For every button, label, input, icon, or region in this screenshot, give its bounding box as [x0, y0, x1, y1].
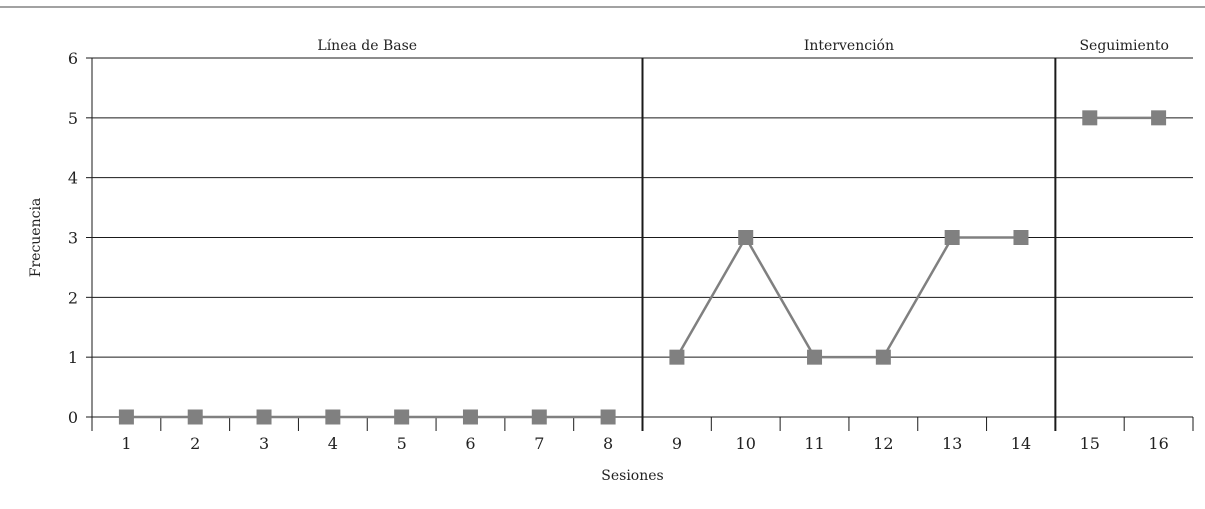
x-tick-label-13: 13 — [942, 434, 962, 453]
data-point-1 — [118, 409, 134, 425]
phase-dividers — [641, 58, 1057, 431]
x-tick-label-1: 1 — [121, 434, 131, 453]
y-tick-label-4: 4 — [68, 169, 78, 188]
y-tick-label-5: 5 — [68, 109, 78, 128]
data-point-11 — [807, 349, 823, 365]
x-tick-label-7: 7 — [534, 434, 544, 453]
data-point-12 — [875, 349, 891, 365]
phase-label-0: Línea de Base — [317, 38, 417, 54]
data-point-7 — [531, 409, 547, 425]
data-point-5 — [394, 409, 410, 425]
data-point-6 — [462, 409, 478, 425]
x-tick-label-15: 15 — [1080, 434, 1100, 453]
y-tick-label-2: 2 — [68, 288, 78, 307]
x-tick-label-16: 16 — [1148, 434, 1168, 453]
y-tick-label-0: 0 — [68, 408, 78, 427]
data-series — [118, 110, 1167, 425]
data-point-16 — [1151, 110, 1167, 126]
series-line-phase-1 — [675, 234, 1021, 359]
x-tick-label-5: 5 — [397, 434, 407, 453]
y-tick-label-6: 6 — [68, 49, 78, 68]
x-tick-label-12: 12 — [873, 434, 893, 453]
x-tick-label-10: 10 — [736, 434, 756, 453]
data-point-13 — [944, 230, 960, 245]
data-point-9 — [669, 349, 685, 365]
x-tick-label-8: 8 — [603, 434, 613, 453]
axes — [86, 57, 1194, 431]
phase-label-1: Intervención — [804, 38, 894, 54]
x-tick-label-3: 3 — [259, 434, 269, 453]
x-axis-title: Sesiones — [601, 468, 663, 484]
y-tick-label-3: 3 — [68, 229, 78, 248]
x-tick-label-4: 4 — [328, 434, 338, 453]
y-tick-label-1: 1 — [68, 348, 78, 367]
data-point-10 — [738, 230, 754, 245]
data-point-4 — [325, 409, 341, 425]
x-tick-label-2: 2 — [190, 434, 200, 453]
x-tick-label-6: 6 — [465, 434, 475, 453]
x-tick-label-9: 9 — [672, 434, 682, 453]
data-point-2 — [187, 409, 203, 425]
x-tick-label-11: 11 — [804, 434, 824, 453]
data-point-3 — [256, 409, 272, 425]
phase-label-2: Seguimiento — [1079, 38, 1168, 54]
data-point-8 — [600, 409, 616, 425]
y-axis-title: Frecuencia — [28, 198, 44, 278]
x-tick-label-14: 14 — [1011, 434, 1031, 453]
data-point-15 — [1082, 110, 1098, 126]
data-point-14 — [1013, 230, 1029, 245]
